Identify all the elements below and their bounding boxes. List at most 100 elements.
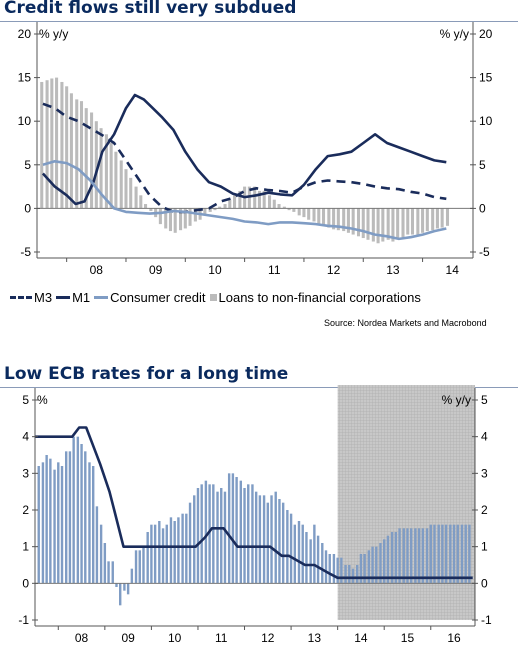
c2-bar: [456, 524, 459, 584]
c2-bar: [301, 524, 304, 584]
c1-xtick-label: 12: [327, 263, 341, 277]
c2-bar: [414, 528, 417, 584]
c2-bar: [188, 502, 192, 584]
c1-bar: [104, 134, 108, 209]
c1-bar: [69, 93, 73, 209]
c1-bar: [416, 208, 420, 235]
c1-bar: [302, 208, 306, 218]
c2-bar: [313, 524, 316, 584]
c2-bar: [309, 539, 312, 584]
c2-bar: [328, 554, 331, 584]
c2-bar: [95, 506, 99, 584]
c2-bar: [223, 491, 227, 584]
c1-bar: [425, 208, 429, 232]
c2-bar: [161, 528, 165, 584]
c1-bar: [238, 190, 242, 209]
c2-bar: [258, 495, 262, 584]
c2-bar: [441, 524, 444, 584]
c1-bar: [168, 208, 173, 232]
c1-ytick-label-left: -5: [20, 245, 31, 259]
c1-ytick-label-right: 5: [479, 158, 486, 172]
c1-ytick-label-right: 20: [479, 27, 493, 41]
c1-bar: [75, 99, 79, 209]
c1-bar: [218, 206, 222, 209]
c2-bar: [231, 473, 235, 584]
c2-bar: [410, 528, 413, 584]
c1-bar: [366, 208, 370, 240]
c1-bar: [361, 208, 365, 239]
c2-bar: [111, 561, 114, 584]
c2-bar: [293, 524, 297, 584]
c1-xtick-label: 09: [149, 263, 163, 277]
c1-bar: [188, 208, 192, 226]
c2-xtick-label: 11: [215, 631, 228, 645]
c1-bar: [257, 190, 261, 209]
c1-bar: [351, 208, 355, 235]
c2-ytick-label-right: 0: [481, 576, 488, 590]
c1-bar: [292, 208, 296, 212]
legend-item-m3: M3: [10, 290, 52, 305]
c2-bar: [449, 524, 452, 584]
c2-xtick-label: 09: [121, 631, 135, 645]
c1-bar: [277, 204, 281, 209]
c2-bar: [332, 554, 336, 584]
c2-bar: [274, 491, 277, 584]
c1-bar: [114, 151, 118, 209]
c1-bar: [371, 208, 375, 242]
c2-bar: [123, 583, 126, 591]
c1-ylabel-right: % y/y: [440, 27, 469, 41]
c2-bar: [383, 539, 386, 584]
c1-bar: [144, 204, 148, 209]
c2-bar: [150, 524, 153, 584]
c2-bar: [254, 491, 258, 584]
c1-bar: [65, 86, 69, 209]
c1-bar: [129, 177, 133, 209]
c1-bar: [99, 128, 103, 209]
c2-bar: [316, 535, 320, 584]
c1-bar: [213, 208, 217, 211]
c1-bar: [183, 208, 187, 229]
c1-xtick-label: 10: [208, 263, 222, 277]
c2-bar: [45, 455, 48, 584]
c2-bar: [367, 550, 371, 584]
c2-bar: [60, 466, 64, 584]
c1-bar: [317, 208, 321, 225]
c2-bar: [243, 488, 246, 584]
c2-forecast-shade: [337, 385, 475, 620]
c2-bar: [41, 462, 45, 584]
c2-bar: [200, 484, 203, 584]
c2-bar: [278, 499, 281, 584]
legend-label-loans: Loans to non-financial corporations: [218, 290, 421, 305]
c2-ytick-label-left: -1: [18, 613, 29, 627]
c2-bar: [363, 554, 366, 584]
c2-bar: [444, 524, 448, 584]
c2-bar: [468, 524, 471, 584]
c1-bar: [391, 208, 395, 242]
c1-xtick-label: 08: [90, 263, 104, 277]
c2-bar: [359, 554, 363, 584]
c2-xtick-label: 08: [75, 631, 89, 645]
c1-bar: [94, 121, 98, 209]
legend-item-m1: M1: [56, 290, 90, 305]
c1-bar: [381, 208, 385, 242]
c1-ytick-label-left: 15: [18, 71, 32, 85]
c1-bar: [307, 208, 311, 220]
c2-bar: [119, 583, 122, 606]
c1-bar: [386, 208, 390, 240]
c2-ytick-label-left: 1: [22, 540, 29, 554]
c1-bar: [406, 208, 410, 235]
c1-bar: [84, 108, 88, 209]
c1-ytick-label-left: 0: [24, 201, 31, 215]
c2-bar: [146, 532, 149, 584]
c2-bar: [130, 568, 134, 584]
c1-bar: [228, 199, 232, 209]
c1-bar: [396, 208, 400, 239]
c1-bar: [421, 208, 425, 233]
c2-series-line: [35, 426, 473, 580]
c1-bar: [223, 204, 227, 209]
c2-bar: [80, 444, 83, 584]
c2-bar: [452, 524, 456, 584]
c2-ylabel-left: %: [37, 393, 48, 407]
chart1-legend: M3 M1 Consumer credit Loans to non-finan…: [10, 290, 425, 305]
c2-xtick-label: 16: [447, 631, 461, 645]
